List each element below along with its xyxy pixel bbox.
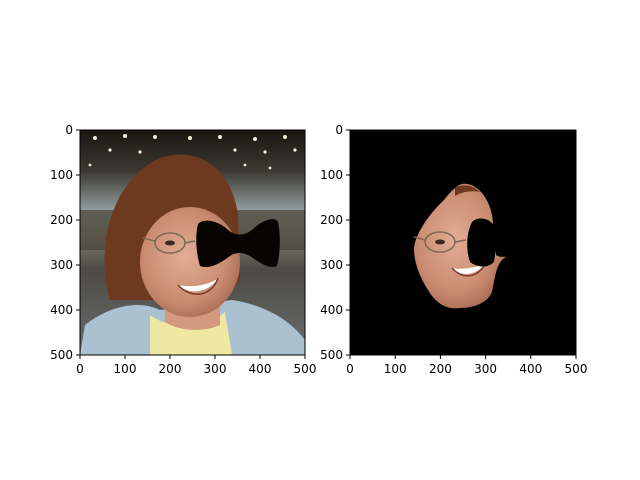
right-y-tick-label: 200	[320, 213, 343, 227]
right-y-tick-label: 500	[320, 348, 343, 362]
right-image-panel	[350, 130, 576, 355]
left-x-tick-label: 200	[159, 362, 182, 376]
left-x-tick-label: 100	[114, 362, 137, 376]
right-x-tick-label: 100	[384, 362, 407, 376]
left-y-tick-label: 300	[50, 258, 73, 272]
mask-hole	[467, 219, 495, 267]
right-y-tick-label: 300	[320, 258, 343, 272]
right-x-tick-label: 400	[519, 362, 542, 376]
left-photo	[80, 130, 305, 355]
right-photo	[350, 130, 576, 355]
left-y-tick-label: 0	[65, 123, 73, 137]
left-image-panel	[80, 130, 305, 355]
left-y-tick-label: 400	[50, 303, 73, 317]
left-x-tick-label: 0	[76, 362, 84, 376]
left-y-tick-label: 100	[50, 168, 73, 182]
right-y-tick-label: 400	[320, 303, 343, 317]
right-x-tick-label: 200	[429, 362, 452, 376]
left-x-tick-label: 500	[294, 362, 317, 376]
left-x-tick-label: 400	[249, 362, 272, 376]
right-y-tick-label: 0	[335, 123, 343, 137]
right-x-tick-label: 0	[346, 362, 354, 376]
left-y-tick-label: 500	[50, 348, 73, 362]
right-x-tick-label: 500	[565, 362, 588, 376]
right-x-tick-label: 300	[474, 362, 497, 376]
left-y-tick-label: 200	[50, 213, 73, 227]
right-y-tick-label: 100	[320, 168, 343, 182]
left-x-tick-label: 300	[204, 362, 227, 376]
